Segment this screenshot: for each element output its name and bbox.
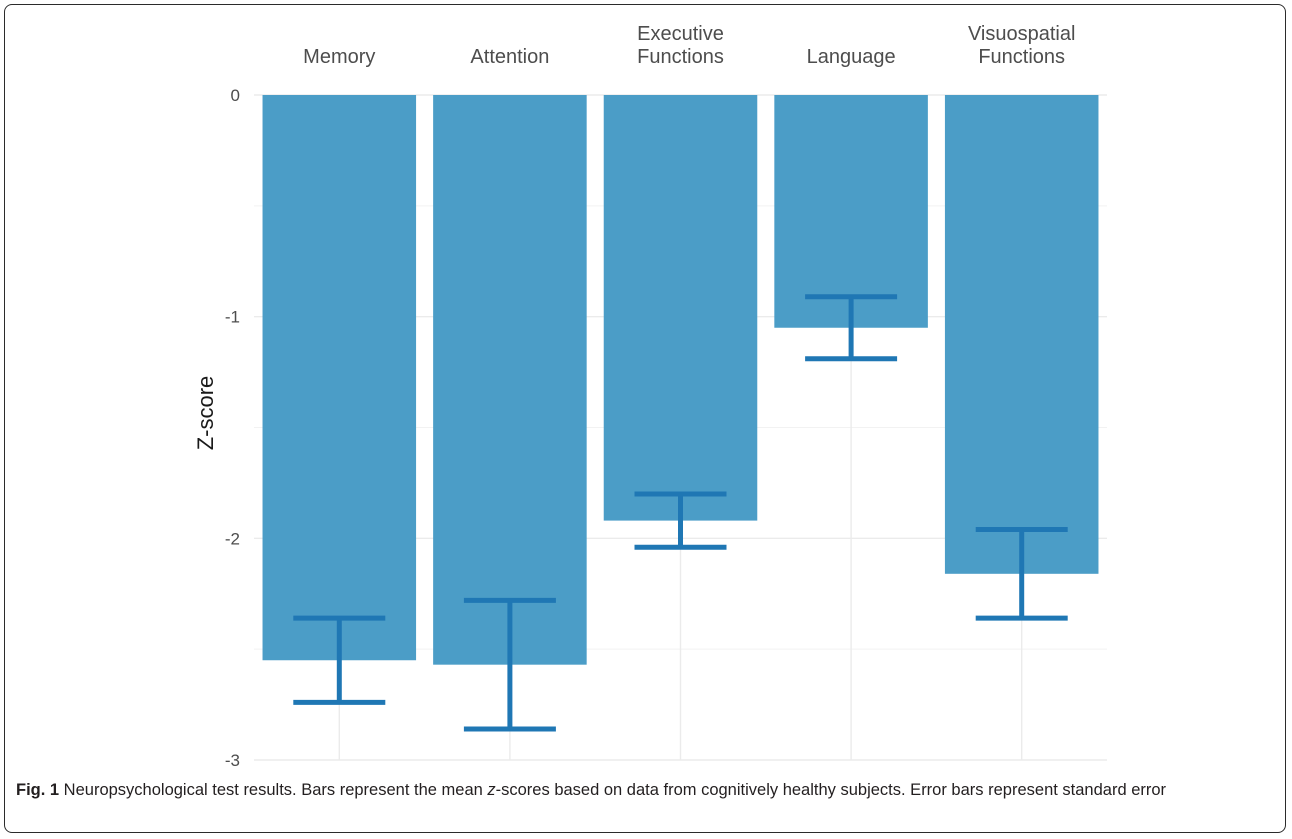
x-category-label-1: Attention [470,46,549,68]
y-tick-labels: 0 -1 -2 -3 [225,86,240,770]
error-bar-0 [293,615,386,705]
x-category-label-4-line-1: Functions [978,46,1065,68]
bar-0 [262,95,417,661]
bar-chart: 0-1-2-3 Memory AttentionExecutiveFunction… [193,23,1107,770]
x-category-label-3: Language [807,46,896,68]
error-bar-2 [634,491,727,550]
y-axis-title: Z-score [193,376,218,451]
caption-text-2: -scores based on data from cognitively h… [495,781,1167,799]
bar-2 [603,95,758,521]
caption-italic: z [487,781,496,799]
x-category-label-0: Memory [303,46,375,68]
x-category-label-2-line-0: Executive [637,23,724,45]
bar-4 [944,95,1099,574]
x-category-label-2-line-1: Functions [637,46,724,68]
bar-3 [774,95,928,328]
y-tick-label-2: -2 [225,529,240,548]
error-bar-4 [975,526,1068,621]
bar-1 [433,95,587,665]
y-tick-label-0: 0 [231,86,240,105]
figure-number: Fig. 1 [16,781,60,799]
x-category-label-4-line-0: Visuospatial [968,23,1075,45]
y-tick-label-1: -1 [225,308,240,327]
figure-caption: Fig. 1 Neuropsychological test results. … [16,778,1276,803]
caption-text-1: Neuropsychological test results. Bars re… [59,781,488,799]
y-tick-label-3: -3 [225,751,240,770]
bars [262,95,1099,665]
error-bars [293,294,1068,732]
error-bar-1 [463,597,556,732]
error-bar-3 [805,294,898,362]
